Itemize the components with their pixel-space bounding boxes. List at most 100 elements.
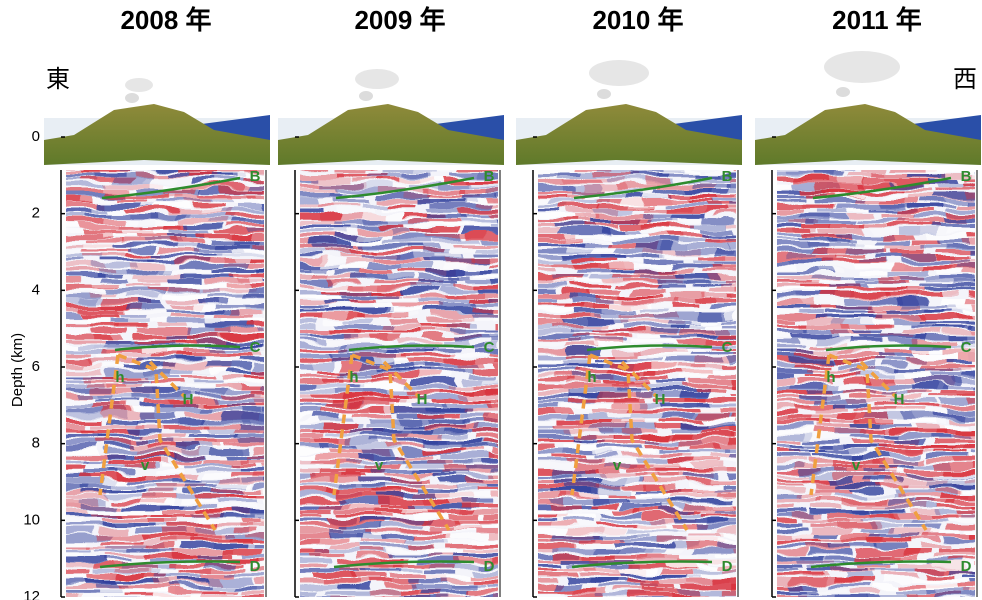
seismic-band	[965, 234, 982, 237]
seismic-band	[892, 459, 919, 463]
seismic-band	[810, 279, 845, 282]
seismic-band	[140, 349, 172, 353]
seismic-band	[219, 299, 256, 303]
seismic-band	[880, 234, 915, 238]
seismic-band	[486, 224, 520, 229]
marker-label: D	[484, 558, 495, 575]
seismic-band	[351, 339, 394, 344]
seismic-band	[472, 184, 520, 187]
seismic-band	[528, 389, 568, 393]
seismic-band	[472, 539, 503, 543]
seismic-band	[896, 209, 933, 213]
seismic-band	[99, 529, 126, 534]
seismic-band	[103, 409, 132, 414]
seismic-band	[497, 399, 536, 403]
seismic-band	[56, 369, 102, 372]
seismic-band	[832, 579, 871, 582]
seismic-band	[167, 279, 201, 284]
seismic-band	[642, 199, 693, 203]
seismic-band	[938, 249, 982, 252]
seismic-band	[926, 589, 969, 594]
y-tick-label: 8	[32, 435, 40, 452]
seismic-band	[145, 544, 174, 548]
seismic-band	[389, 319, 420, 323]
seismic-band	[942, 329, 982, 333]
seismic-band	[411, 284, 457, 289]
seismic-band	[290, 319, 316, 323]
seismic-band	[964, 194, 982, 198]
plume	[836, 87, 850, 97]
seismic-band	[349, 404, 395, 408]
seismic-band	[386, 204, 416, 207]
seismic-band	[681, 584, 750, 588]
seismic-band	[242, 419, 300, 424]
seismic-band	[105, 554, 151, 557]
seismic-band	[686, 189, 714, 193]
seismic-band	[685, 469, 751, 473]
seismic-band	[967, 479, 982, 482]
panel: 2011 年BCDHhv	[755, 5, 982, 600]
seismic-band	[882, 289, 926, 293]
seismic-band	[789, 584, 817, 588]
seismic-band	[866, 494, 894, 499]
seismic-band	[88, 239, 121, 242]
marker-label: H	[655, 391, 666, 408]
seismic-band	[977, 369, 982, 373]
seismic-band	[767, 459, 808, 463]
seismic-band	[689, 194, 718, 198]
seismic-band	[472, 569, 538, 574]
seismic-band	[372, 334, 401, 339]
seismic-band	[723, 319, 766, 322]
seismic-band	[727, 239, 777, 242]
seismic-band	[931, 529, 959, 533]
seismic-band	[242, 294, 293, 298]
seismic-band	[472, 314, 512, 319]
seismic-band	[128, 589, 167, 592]
seismic-band	[852, 589, 882, 592]
panel-title: 2010 年	[592, 5, 683, 35]
seismic-band	[848, 449, 875, 453]
seismic-band	[721, 364, 758, 367]
seismic-band	[966, 299, 982, 304]
seismic-band	[697, 414, 729, 419]
seismic-band	[496, 169, 525, 173]
seismic-band	[417, 374, 450, 378]
seismic-band	[56, 349, 108, 353]
seismic-band	[945, 209, 975, 213]
seismic-band	[575, 589, 608, 594]
seismic-band	[477, 204, 507, 207]
seismic-band	[561, 289, 589, 294]
marker-label: C	[484, 339, 495, 356]
seismic-band	[316, 539, 359, 543]
seismic-band	[274, 494, 301, 499]
seismic-band	[460, 444, 518, 449]
seismic-band	[726, 234, 779, 238]
seismic-band	[448, 274, 474, 279]
seismic-band	[675, 529, 712, 533]
seismic-band	[310, 554, 343, 557]
marker-label: B	[961, 168, 972, 185]
seismic-band	[79, 499, 104, 504]
seismic-band	[621, 294, 653, 298]
seismic-band	[903, 524, 938, 528]
volcano	[278, 104, 504, 165]
seismic-band	[56, 279, 82, 283]
seismic-band	[443, 339, 469, 343]
seismic-band	[642, 259, 682, 264]
seismic-image	[290, 160, 579, 600]
seismic-band	[169, 229, 208, 233]
seismic-band	[909, 539, 940, 542]
seismic-band	[797, 559, 846, 563]
seismic-band	[461, 194, 499, 199]
seismic-band	[696, 389, 726, 393]
seismic-band	[418, 279, 459, 283]
seismic-band	[701, 514, 733, 517]
seismic-band	[931, 324, 965, 328]
seismic-band	[497, 194, 534, 198]
seismic-bands	[767, 160, 982, 600]
seismic-band	[767, 529, 808, 532]
seismic-band	[329, 544, 362, 549]
seismic-band	[257, 349, 292, 354]
seismic-band	[261, 204, 291, 209]
seismic-band	[196, 554, 221, 559]
